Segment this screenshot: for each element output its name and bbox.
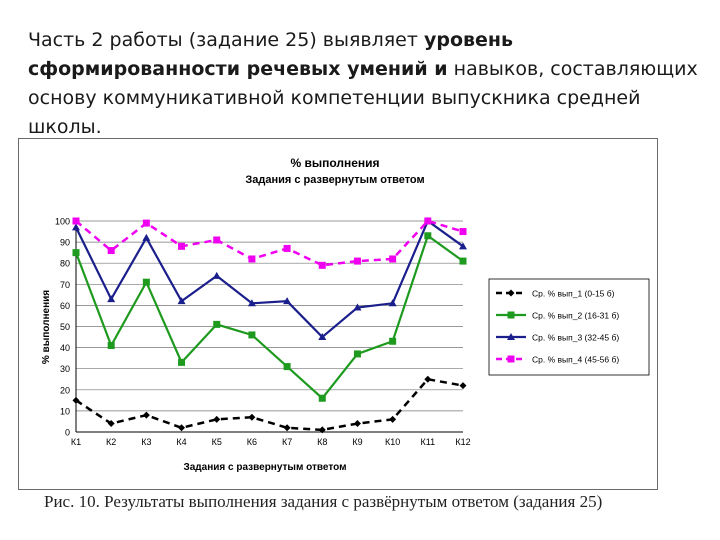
x-axis-ticks: К1 К2 К3 К4 К5 К6 К7 К8 К9 К10 К11 К12 [71, 437, 471, 447]
data-point [283, 424, 291, 432]
series-line [75, 377, 464, 432]
x-tick-label: К10 [385, 437, 400, 447]
legend: Ср. % вып_1 (0-15 б) Ср. % вып_2 (16-31 б… [488, 278, 650, 376]
data-point [142, 233, 151, 241]
intro-text-part1: Часть 2 работы (задание 25) выявляет [28, 29, 424, 51]
data-point [424, 217, 432, 225]
data-point [107, 420, 115, 428]
data-point [318, 426, 326, 434]
y-tick-label: 10 [60, 406, 70, 416]
data-point [248, 331, 256, 339]
line-chart: % выполнения Задания с развернутым ответ… [41, 156, 650, 473]
series-line [74, 234, 464, 400]
x-axis-label: Задания с развернутым ответом [183, 462, 346, 473]
data-point [424, 375, 432, 383]
data-point [353, 257, 361, 265]
data-point [388, 299, 397, 307]
data-point [318, 394, 326, 402]
data-point [459, 257, 467, 265]
data-point [318, 261, 326, 269]
y-tick-label: 70 [60, 280, 70, 290]
series-line [75, 219, 464, 267]
x-tick-label: К12 [455, 437, 470, 447]
x-tick-label: К5 [212, 437, 222, 447]
data-point [283, 297, 292, 305]
y-tick-label: 30 [60, 364, 70, 374]
data-point [213, 320, 221, 328]
legend-label: Ср. % вып_1 (0-15 б) [532, 289, 615, 299]
gridlines [75, 220, 463, 433]
legend-box [488, 278, 650, 376]
data-point [389, 337, 397, 345]
data-point [283, 363, 291, 371]
x-tick-label: К9 [352, 437, 362, 447]
data-point [107, 295, 116, 303]
data-point [72, 249, 80, 257]
intro-text-bold: уровень сформированности речевых умений … [28, 29, 514, 80]
series-group [72, 217, 467, 434]
legend-label: Ср. % вып_3 (32-45 б) [532, 333, 619, 343]
data-point [72, 217, 80, 225]
data-point [389, 415, 397, 423]
data-point [353, 350, 361, 358]
data-point [213, 236, 221, 244]
data-point [353, 303, 362, 311]
data-point [178, 424, 186, 432]
series-line [75, 219, 464, 339]
data-point [178, 358, 186, 366]
data-point [459, 242, 467, 250]
data-point [507, 355, 515, 363]
x-tick-label: К4 [176, 437, 186, 447]
y-tick-label: 80 [60, 259, 70, 269]
data-point [72, 396, 80, 404]
data-point [72, 223, 80, 231]
x-tick-label: К11 [421, 437, 436, 447]
data-point [213, 415, 221, 423]
data-point [318, 333, 327, 341]
y-tick-label: 40 [60, 343, 70, 353]
data-point [142, 411, 150, 419]
data-point [142, 219, 150, 227]
x-tick-label: К1 [71, 437, 81, 447]
data-point [459, 382, 467, 390]
y-tick-label: 60 [60, 301, 70, 311]
intro-paragraph: Часть 2 работы (задание 25) выявляет уро… [28, 26, 698, 142]
data-point [424, 232, 432, 240]
legend-label: Ср. % вып_2 (16-31 б) [532, 311, 619, 321]
x-tick-label: К3 [141, 437, 151, 447]
chart-title: % выполнения [290, 156, 379, 170]
y-tick-label: 0 [65, 428, 70, 438]
data-point [247, 299, 256, 307]
data-point [507, 289, 515, 297]
x-tick-label: К7 [282, 437, 292, 447]
data-point [212, 271, 221, 279]
y-axis-ticks: 0 10 20 30 40 50 60 70 80 90 100 [55, 217, 70, 438]
data-point [507, 333, 515, 340]
data-point [142, 278, 150, 286]
chart-subtitle: Задания с развернутым ответом [245, 174, 424, 186]
legend-label: Ср. % вып_4 (45-56 б) [532, 355, 619, 365]
x-tick-label: К6 [247, 437, 257, 447]
data-point [248, 413, 256, 421]
data-point [459, 228, 467, 236]
y-tick-label: 90 [60, 238, 70, 248]
y-tick-label: 50 [60, 322, 70, 332]
data-point [178, 242, 186, 250]
data-point [107, 341, 115, 349]
data-point [507, 311, 515, 319]
x-tick-label: К2 [106, 437, 116, 447]
data-point [353, 420, 361, 428]
y-tick-label: 20 [60, 385, 70, 395]
y-tick-label: 100 [55, 217, 70, 227]
figure-caption: Рис. 10. Результаты выполнения задания с… [44, 492, 603, 511]
data-point [107, 247, 115, 255]
y-axis-label: % выполнения [41, 290, 52, 364]
data-point [177, 297, 186, 305]
chart-frame: % выполнения Задания с развернутым ответ… [18, 138, 658, 490]
x-tick-label: К8 [317, 437, 327, 447]
data-point [248, 255, 256, 263]
intro-text-part2: навыков, составляющих основу коммуникати… [28, 58, 698, 138]
data-point [283, 244, 291, 252]
data-point [389, 255, 397, 263]
